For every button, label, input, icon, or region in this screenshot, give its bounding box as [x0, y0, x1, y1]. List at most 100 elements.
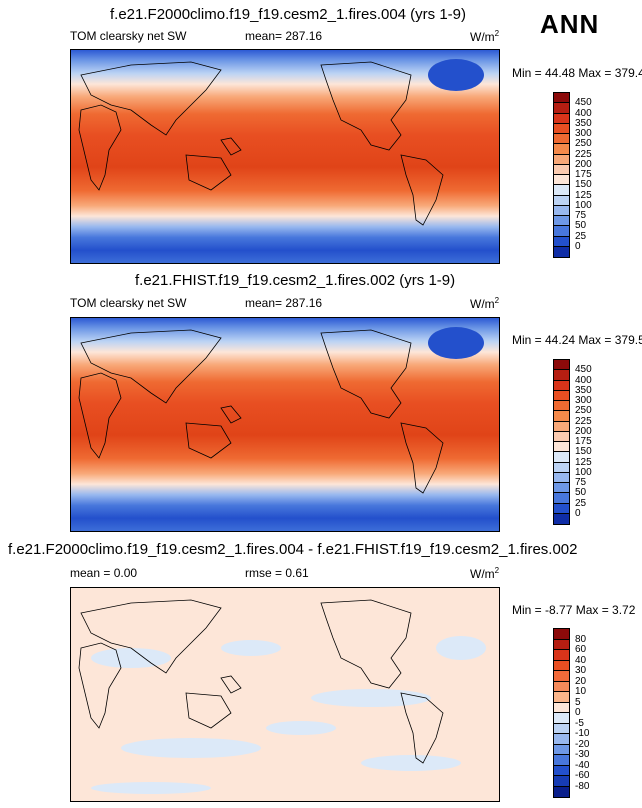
panel1-colorbar-segment: [554, 123, 569, 134]
panel2-colorbar-tick-label: 250: [575, 405, 592, 417]
panel3-units: W/m2: [470, 566, 500, 581]
panel3-colorbar-segment: [554, 702, 569, 713]
panel3-colorbar-segment: [554, 671, 569, 682]
panel2-colorbar-segment: [554, 360, 569, 371]
panel1-colorbar-tick-label: 175: [575, 169, 592, 180]
panel2-colorbar-segment: [554, 513, 569, 524]
panel3-colorbar-segment: [554, 660, 569, 671]
panel3-colorbar-tick-label: -60: [575, 770, 590, 781]
panel2-variable-label: TOM clearsky net SW: [70, 296, 187, 310]
panel1-colorbar: [553, 92, 570, 258]
panel2-colorbar-tick-label: 200: [575, 425, 592, 437]
panel1-colorbar-segment: [554, 144, 569, 155]
panel2-colorbar-segment: [554, 442, 569, 453]
panel3-colorbar-tick-label: 5: [575, 696, 581, 708]
panel2-colorbar-segment: [554, 472, 569, 483]
panel3-colorbar-tick-label: -5: [575, 717, 584, 729]
panel3-colorbar-tick-label: -20: [575, 738, 590, 750]
panel1-units: W/m2: [470, 29, 500, 44]
panel1-colorbar-tick-label: 100: [575, 199, 592, 211]
panel1-colorbar-segment: [554, 93, 569, 104]
panel1-map-canvas: [71, 50, 499, 263]
panel3-colorbar-tick-label: 10: [575, 686, 587, 697]
panel3-colorbar-segment: [554, 776, 569, 787]
panel1-colorbar-segment: [554, 164, 569, 175]
panel1-minmax: Min = 44.48 Max = 379.48: [512, 66, 642, 80]
panel2-greenland: [428, 327, 484, 359]
panel2-colorbar-tick-label: 175: [575, 436, 592, 447]
panel2-colorbar-segment: [554, 493, 569, 504]
panel3-colorbar-tick-label: -80: [575, 780, 590, 792]
panel3-colorbar-tick-label: 30: [575, 665, 587, 676]
panel2-colorbar-tick-label: 350: [575, 384, 592, 396]
season-label: ANN: [540, 9, 600, 39]
panel3-minmax: Min = -8.77 Max = 3.72: [512, 603, 636, 617]
panel2-colorbar-tick-label: 75: [575, 477, 587, 488]
panel2-colorbar-segment: [554, 390, 569, 401]
panel3-colorbar-tick-label: 60: [575, 644, 587, 655]
panel3-map: [70, 587, 500, 802]
panel2-colorbar-tick-label: 400: [575, 374, 592, 386]
panel2-colorbar-tick-label: 125: [575, 456, 592, 468]
panel1-field: [71, 50, 499, 263]
panel3-colorbar-tick-label: -40: [575, 759, 590, 771]
panel3-colorbar-tick-label: -30: [575, 749, 590, 760]
panel3-colorbar-segment: [554, 639, 569, 650]
panel2-colorbar-segment: [554, 411, 569, 422]
panel2-colorbar-segment: [554, 431, 569, 442]
panel2-minmax: Min = 44.24 Max = 379.50: [512, 333, 642, 347]
panel1-colorbar-tick-label: 250: [575, 138, 592, 150]
panel1-colorbar-segment: [554, 216, 569, 227]
panel2-coastlines: [78, 329, 444, 494]
panel3-colorbar-segment: [554, 723, 569, 734]
panel2-colorbar-tick-label: 300: [575, 395, 592, 406]
panel2-colorbar-tick-label: 100: [575, 466, 592, 478]
panel3-coastlines: [78, 599, 444, 764]
panel3-colorbar-segment: [554, 734, 569, 745]
panel1-colorbar-segment: [554, 154, 569, 165]
panel1-colorbar-tick-label: 200: [575, 158, 592, 170]
panel2-colorbar-segment: [554, 503, 569, 514]
panel3-title: f.e21.F2000climo.f19_f19.cesm2_1.fires.0…: [8, 541, 578, 558]
panel2-colorbar-segment: [554, 452, 569, 463]
panel2-colorbar-segment: [554, 380, 569, 391]
panel3-colorbar-tick-label: 20: [575, 675, 587, 687]
panel3-colorbar-tick-label: 0: [575, 707, 581, 718]
panel3-colorbar-segment: [554, 765, 569, 776]
panel3-colorbar-segment: [554, 629, 569, 640]
panel3-colorbar-segment: [554, 650, 569, 661]
panel1-colorbar-tick-label: 350: [575, 117, 592, 129]
panel3-colorbar: [553, 628, 570, 798]
panel1-colorbar-tick-label: 300: [575, 128, 592, 139]
panel2-units: W/m2: [470, 296, 500, 311]
panel1-colorbar-segment: [554, 195, 569, 206]
panel1-colorbar-segment: [554, 236, 569, 247]
panel1-colorbar-tick-label: 75: [575, 210, 587, 221]
panel1-colorbar-segment: [554, 175, 569, 186]
panel1-mean-label: mean= 287.16: [245, 29, 323, 43]
panel1-variable-label: TOM clearsky net SW: [70, 29, 187, 43]
panel3-rmse-label: rmse = 0.61: [245, 566, 309, 580]
panel2-map: [70, 317, 500, 532]
panel3-colorbar-segment: [554, 744, 569, 755]
panel3-colorbar-segment: [554, 692, 569, 703]
panel3-colorbar-tick-label: -10: [575, 728, 590, 739]
panel1-colorbar-tick-label: 25: [575, 230, 587, 242]
panel1-colorbar-tick-label: 400: [575, 107, 592, 119]
panel2-colorbar-tick-label: 50: [575, 487, 587, 499]
panel1-colorbar-segment: [554, 185, 569, 196]
panel1-colorbar-segment: [554, 134, 569, 145]
panel1-colorbar-tick-label: 125: [575, 189, 592, 201]
panel1-colorbar-segment: [554, 113, 569, 124]
panel2-colorbar-segment: [554, 370, 569, 381]
panel2-colorbar-tick-label: 25: [575, 497, 587, 509]
panel1-title: f.e21.F2000climo.f19_f19.cesm2_1.fires.0…: [110, 6, 467, 23]
panel1-colorbar-tick-label: 0: [575, 240, 581, 252]
panel3-colorbar-segment: [554, 786, 569, 797]
panel2-colorbar-tick-label: 0: [575, 507, 581, 519]
panel2-colorbar-tick-label: 450: [575, 364, 592, 376]
panel2-colorbar: [553, 359, 570, 525]
panel3-mean-label: mean = 0.00: [70, 566, 138, 580]
panel3-colorbar-segment: [554, 713, 569, 724]
panel1-greenland: [428, 59, 484, 91]
